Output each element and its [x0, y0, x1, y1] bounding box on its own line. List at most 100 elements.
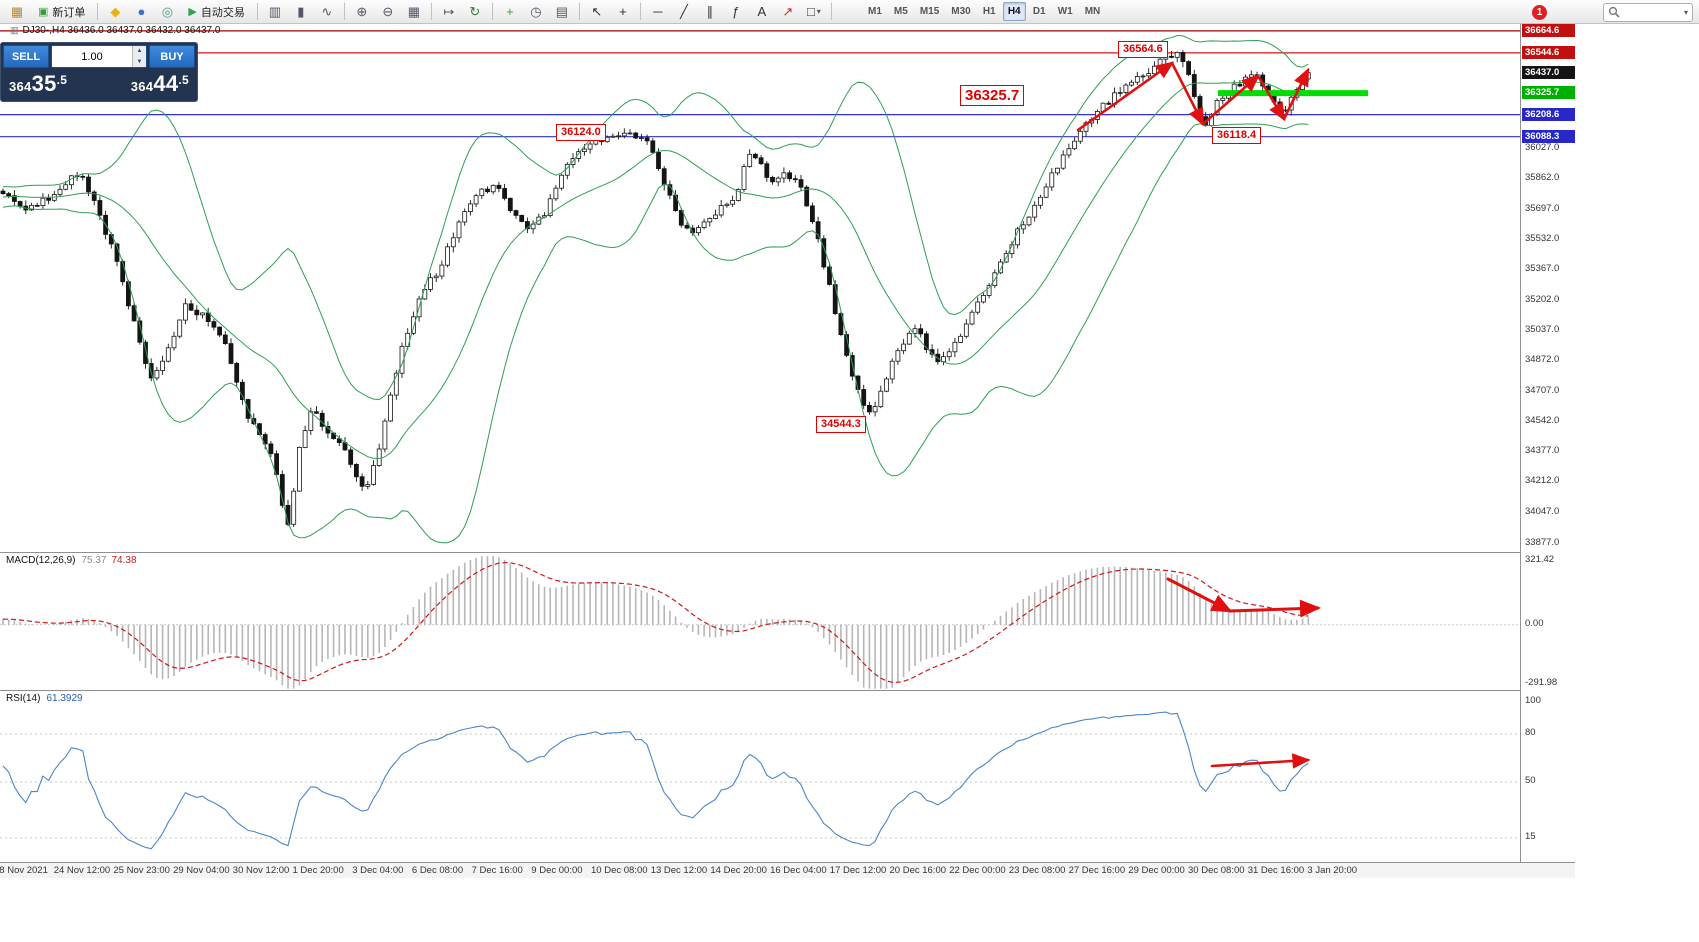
time-label: 29 Dec 00:00 — [1128, 865, 1185, 876]
price-annotation[interactable]: 36118.4 — [1212, 127, 1262, 144]
auto-trading-button[interactable]: ▶ 自动交易 — [181, 2, 251, 22]
timeframe-D1[interactable]: D1 — [1032, 6, 1046, 17]
text-tool-icon[interactable]: A — [757, 4, 767, 19]
line-chart-mode-icon[interactable]: ∿ — [321, 3, 333, 19]
timeframe-H1[interactable]: H1 — [982, 6, 996, 17]
channel-tool-icon[interactable]: ∥ — [706, 3, 714, 19]
time-label: 13 Dec 12:00 — [650, 865, 708, 876]
macd-name: MACD(12,26,9) — [6, 555, 76, 566]
time-label: 30 Dec 08:00 — [1188, 865, 1245, 876]
price-tick: 34212.0 — [1525, 475, 1560, 487]
hline-tool-icon[interactable]: ─ — [653, 4, 663, 19]
crosshair-icon[interactable]: + — [619, 4, 627, 19]
toolbar-separator — [256, 3, 258, 20]
rsi-axis-label: 50 — [1525, 775, 1536, 787]
notification-badge[interactable]: 1 — [1531, 4, 1547, 20]
price-annotation[interactable]: 34544.3 — [816, 416, 866, 433]
timeframe-MN[interactable]: MN — [1084, 6, 1101, 17]
bar-chart-mode-icon[interactable]: ▥ — [268, 3, 282, 19]
price-level-label: 36088.3 — [1522, 129, 1575, 143]
search-dropdown-icon[interactable]: ▾ — [1683, 7, 1688, 17]
fibonacci-tool-icon[interactable]: ƒ — [732, 4, 740, 19]
time-label: 25 Nov 23:00 — [113, 865, 170, 876]
rsi-name: RSI(14) — [6, 693, 41, 704]
dropdown-caret-icon[interactable]: ▾ — [816, 7, 821, 16]
time-label: 3 Jan 20:00 — [1307, 865, 1358, 876]
volume-input[interactable] — [52, 46, 132, 67]
macd-panel[interactable]: MACD(12,26,9) 75.37 74.38 — [0, 552, 1520, 690]
time-label: 14 Dec 20:00 — [710, 865, 767, 876]
sell-button[interactable]: SELL — [3, 45, 49, 68]
price-chart[interactable]: 36564.6 36325.7 36124.0 36118.4 34544.3 ▥ DJ… — [0, 24, 1520, 552]
macd-value-signal: 74.38 — [111, 555, 137, 566]
indicators-icon[interactable]: + — [506, 4, 514, 19]
volume-spinner: ▲ ▼ — [132, 46, 146, 67]
chart-ohlc-info: ▥ DJ30-,H4 36436.0 36437.0 36432.0 36437… — [10, 25, 220, 36]
chart-window-icon[interactable]: ▦ — [10, 3, 24, 19]
macd-axis-label: 321.42 — [1525, 554, 1555, 565]
macd-label: MACD(12,26,9) 75.37 74.38 — [6, 555, 137, 566]
price-tick: 35037.0 — [1525, 323, 1560, 335]
cursor-icon[interactable]: ↖ — [591, 3, 603, 19]
price-tick: 35532.0 — [1525, 232, 1560, 244]
new-order-button[interactable]: ▣ 新订单 — [31, 2, 92, 22]
chart-shift-icon[interactable]: ↦ — [443, 3, 455, 19]
timeframe-M30[interactable]: M30 — [951, 6, 971, 17]
timeframe-M5[interactable]: M5 — [893, 6, 908, 17]
rsi-panel[interactable]: RSI(14) 61.3929 — [0, 690, 1520, 862]
sell-price: 36435.5 — [9, 71, 68, 96]
auto-scroll-icon[interactable]: ↻ — [469, 3, 481, 19]
tile-windows-icon[interactable]: ▦ — [407, 3, 421, 19]
toolbar: ▦ ▣ 新订单 ◆ ● ◎ ▶ 自动交易 ▥ ▮ ∿ ⊕ ⊖ ▦ ↦ ↻ + ◷ ▤ ↖ + ─ ╱ ∥ ƒ A ↗ □ ▾ M1 M5 M… — [0, 0, 1699, 24]
market-watch-icon[interactable]: ● — [137, 4, 146, 19]
data-center-icon[interactable]: ◎ — [161, 3, 174, 19]
price-tick: 35862.0 — [1525, 172, 1560, 184]
time-label: 1 Dec 20:00 — [292, 865, 344, 876]
price-tick: 36027.0 — [1525, 142, 1560, 153]
macd-axis-label: -291.98 — [1525, 677, 1558, 688]
price-tick: 34377.0 — [1525, 445, 1560, 457]
time-label: 3 Dec 04:00 — [352, 865, 404, 876]
volume-control: ▲ ▼ — [51, 45, 147, 68]
price-level-label: 36664.6 — [1522, 23, 1575, 37]
price-tick: 35202.0 — [1525, 293, 1560, 305]
buy-price: 36444.5 — [130, 71, 189, 96]
time-label: 30 Nov 12:00 — [232, 865, 290, 876]
periods-icon[interactable]: ◷ — [530, 3, 542, 19]
arrows-tool-icon[interactable]: ↗ — [782, 3, 794, 19]
templates-icon[interactable]: ▤ — [555, 3, 569, 19]
timeframe-W1[interactable]: W1 — [1057, 6, 1073, 17]
trendline-tool-icon[interactable]: ╱ — [679, 3, 688, 19]
zoom-out-icon[interactable]: ⊖ — [382, 3, 394, 19]
macd-canvas — [0, 556, 1520, 689]
price-annotation[interactable]: 36124.0 — [556, 124, 606, 141]
price-axis[interactable]: 36027.0 35862.0 35697.0 35532.0 35367.0 35202… — [1520, 23, 1575, 862]
toolbar-separator — [430, 3, 432, 20]
toolbar-separator — [830, 3, 832, 20]
volume-increase-button[interactable]: ▲ — [136, 48, 143, 55]
timeframe-M15[interactable]: M15 — [919, 6, 940, 17]
buy-button[interactable]: BUY — [149, 45, 195, 68]
price-tick: 34047.0 — [1525, 505, 1560, 517]
shapes-tool-icon[interactable]: □ ▾ — [806, 4, 821, 19]
candlestick-canvas — [0, 30, 1520, 544]
candlestick-mode-icon[interactable]: ▮ — [297, 3, 305, 19]
price-annotation[interactable]: 36564.6 — [1118, 41, 1168, 58]
search-input[interactable] — [1623, 4, 1682, 20]
toolbar-separator — [97, 3, 99, 20]
zoom-in-icon[interactable]: ⊕ — [356, 3, 368, 19]
mql5-community-icon[interactable]: ◆ — [110, 3, 121, 19]
current-price-label: 36437.0 — [1522, 65, 1575, 79]
volume-decrease-button[interactable]: ▼ — [136, 58, 143, 65]
price-tick: 34707.0 — [1525, 384, 1560, 396]
price-annotation[interactable]: 36325.7 — [960, 85, 1025, 107]
timeframe-M1[interactable]: M1 — [868, 6, 882, 17]
auto-trading-icon: ▶ — [188, 6, 197, 18]
new-order-button-label: 新订单 — [52, 6, 86, 19]
toolbar-separator — [639, 3, 641, 20]
time-label: 27 Dec 16:00 — [1068, 865, 1126, 876]
timeframe-H4[interactable]: H4 — [1002, 2, 1026, 21]
price-tick: 34872.0 — [1525, 354, 1560, 366]
green-level-label: 36325.7 — [1522, 86, 1575, 100]
